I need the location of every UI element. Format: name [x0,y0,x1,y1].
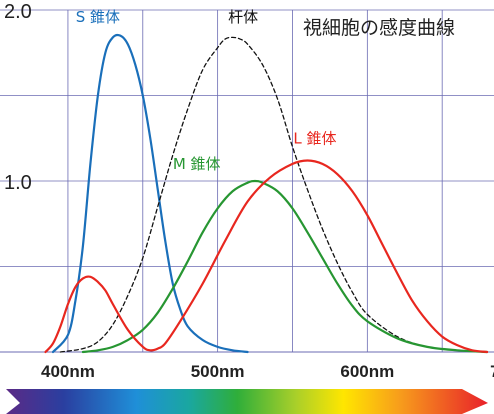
series-line-1 [59,36,488,353]
series-labels: S 錐体 杆体 M 錐体 L 錐体 [76,8,337,173]
series-label-0: S 錐体 [76,8,120,26]
x-tick-label: 700nm [490,362,494,381]
chart-title: 視細胞の感度曲線 [303,17,455,39]
x-tick-label: 400nm [41,362,95,381]
x-tick-label: 600nm [340,362,394,381]
x-tick-label: 500nm [191,362,245,381]
grid-lines [0,9,494,353]
curves [44,33,489,354]
tick-labels: 2.0 1.0 400nm 500nm 600nm 700nm [4,1,494,381]
y-tick-label: 1.0 [4,172,32,194]
series-line-3 [44,159,489,354]
series-label-2: M 錐体 [173,155,221,173]
series-label-3: L 錐体 [293,129,336,147]
series-label-1: 杆体 [228,8,258,26]
series-line-0 [51,33,249,354]
series-line-2 [81,179,489,354]
y-tick-label: 2.0 [4,1,32,23]
spectrum-bar [6,389,488,414]
